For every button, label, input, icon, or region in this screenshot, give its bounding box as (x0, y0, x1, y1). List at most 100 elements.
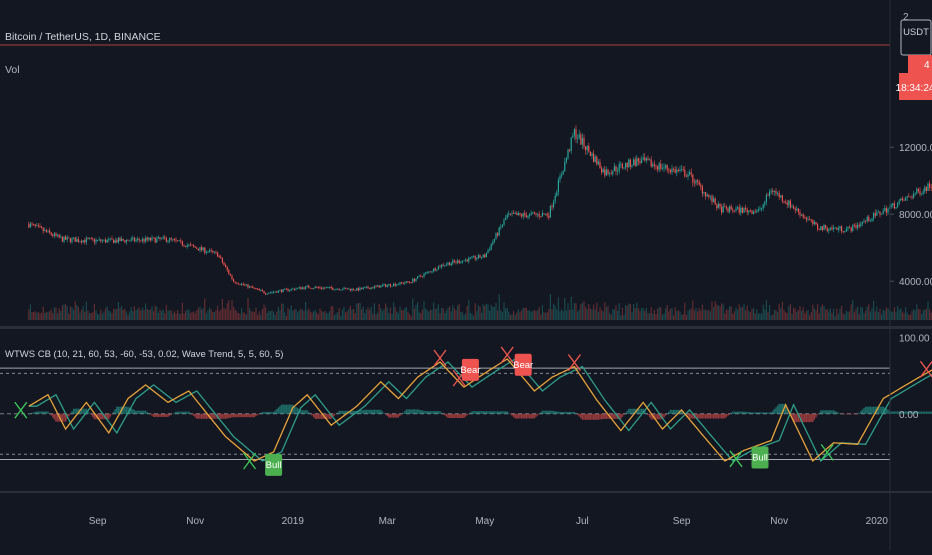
histogram-bar (277, 407, 280, 414)
volume-bar (620, 315, 622, 320)
histogram-bar (42, 411, 44, 414)
histogram-bar (351, 410, 353, 414)
volume-bar (113, 308, 115, 320)
candle (193, 243, 195, 248)
histogram-bar (354, 410, 356, 414)
volume-bar (821, 304, 823, 320)
volume-bar (85, 301, 87, 320)
volume-bar (802, 307, 804, 320)
histogram-bar (344, 410, 347, 414)
candle (45, 228, 47, 234)
candle (927, 182, 929, 192)
histogram-bar (642, 408, 644, 414)
volume-bar (489, 310, 491, 320)
histogram-bar (914, 411, 916, 414)
volume-bar (567, 303, 569, 320)
volume-bar (50, 309, 52, 320)
candle (473, 255, 475, 258)
volume-bar (564, 298, 566, 320)
volume-bar (249, 308, 251, 320)
volume-bar (655, 313, 657, 320)
volume-bar (402, 310, 404, 320)
histogram-bar (149, 413, 152, 415)
candle (41, 225, 43, 229)
candle (225, 263, 227, 268)
histogram-bar (247, 413, 249, 418)
volume-bar (297, 312, 299, 320)
price-pane[interactable]: Bitcoin / TetherUS, 1D, BINANCE Vol (0, 28, 932, 320)
histogram-bar (215, 413, 217, 419)
candle (476, 256, 478, 261)
time-axis[interactable]: Sep Nov 2019 Mar May Jul Sep Nov 2020 (89, 516, 889, 527)
volume-bar (417, 302, 419, 320)
histogram-bar (412, 409, 414, 414)
volume-bar (500, 310, 502, 320)
indicator-pane[interactable]: BearBearBearBearBearBullBullBull WTWS CB… (0, 339, 932, 478)
histogram-bar (919, 411, 921, 414)
candle (55, 231, 57, 238)
histogram-bar (812, 413, 814, 423)
histogram-bar (141, 410, 144, 414)
volume-bar (258, 311, 260, 320)
candle (151, 235, 153, 242)
histogram-bar (650, 413, 652, 420)
candle (87, 237, 89, 240)
volume-bar (837, 313, 839, 320)
volume-bar (285, 316, 287, 320)
bull-signal-label[interactable]: Bull (265, 453, 283, 476)
volume-bar (92, 312, 94, 320)
histogram-bar (885, 408, 888, 414)
candle (217, 251, 219, 257)
candle (575, 125, 577, 143)
candle (852, 224, 854, 232)
candle (863, 218, 865, 224)
volume-bar (103, 311, 105, 320)
histogram-bar (629, 408, 632, 414)
candle (599, 158, 601, 169)
histogram-bar (316, 413, 318, 419)
candle (447, 262, 449, 267)
candle (450, 261, 452, 267)
histogram-bar (808, 413, 811, 423)
histogram-bar (620, 413, 622, 419)
candle (673, 167, 675, 173)
volume-bar (625, 305, 627, 320)
volume-bar (33, 312, 35, 320)
volume-bar (361, 309, 363, 320)
volume-bar (737, 309, 739, 320)
candle (621, 162, 623, 170)
histogram-bar (108, 413, 110, 420)
candle (50, 231, 52, 236)
candle (882, 208, 884, 215)
volume-bar (420, 313, 422, 320)
histogram-bar (402, 412, 404, 414)
volume-bar (913, 309, 915, 320)
pane-separator[interactable] (0, 326, 932, 329)
volume-bar (717, 305, 719, 320)
volume-bar (60, 311, 62, 320)
candle (124, 240, 126, 243)
candle (109, 238, 111, 242)
bear-signal-label[interactable]: Bear (513, 353, 533, 376)
candle (573, 127, 575, 141)
candle (215, 250, 217, 255)
candle (125, 238, 127, 245)
histogram-bar (199, 413, 201, 419)
volume-bar (381, 310, 383, 320)
candle (818, 228, 820, 231)
histogram-bar (855, 413, 857, 415)
candle (655, 164, 657, 171)
bear-signal-label[interactable]: Bear (460, 358, 480, 381)
histogram-bar (864, 406, 867, 414)
candle (300, 286, 302, 290)
volume-bar (729, 306, 731, 320)
volume-bar (538, 306, 540, 320)
histogram-bar (221, 413, 224, 419)
bull-signal-label[interactable]: Bull (751, 446, 769, 469)
volume-bar (177, 310, 179, 320)
candle (114, 237, 116, 244)
volume-bar (666, 304, 668, 320)
histogram-bar (92, 413, 94, 418)
